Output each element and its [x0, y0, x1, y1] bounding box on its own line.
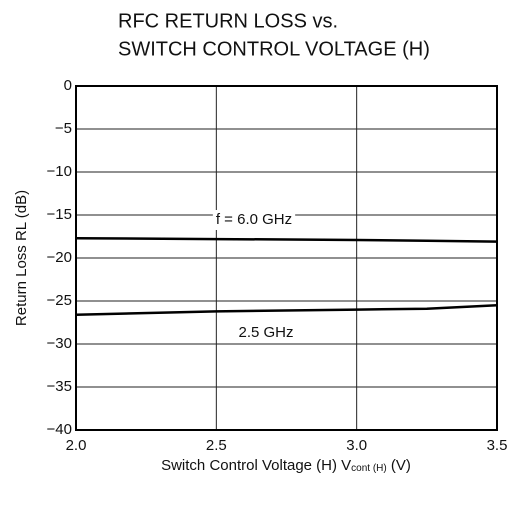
y-tick-label: −30 [47, 335, 72, 352]
x-tick-label: 2.5 [206, 437, 227, 454]
series-label: 2.5 GHz [238, 324, 293, 341]
x-tick-label: 3.0 [346, 437, 367, 454]
x-axis-label-part: Switch Control Voltage (H) V [161, 457, 351, 474]
x-axis-label-part: (V) [387, 457, 411, 474]
y-tick-label: −40 [47, 421, 72, 438]
y-tick-label: −5 [55, 120, 72, 137]
series-line [75, 236, 498, 243]
chart-title: SWITCH CONTROL VOLTAGE (H) [118, 38, 430, 60]
y-tick-label: −10 [47, 163, 72, 180]
x-tick-label: 2.0 [66, 437, 87, 454]
x-tick-label: 3.5 [487, 437, 508, 454]
x-axis-label: Switch Control Voltage (H) Vcont (H) (V) [161, 457, 411, 474]
series-line [75, 304, 498, 317]
label-background [212, 210, 296, 230]
y-axis-label: Return Loss RL (dB) [13, 190, 30, 326]
y-tick-label: −25 [47, 292, 72, 309]
y-tick-label: −20 [47, 249, 72, 266]
chart-title: RFC RETURN LOSS vs. [118, 10, 338, 32]
series-label: f = 6.0 GHz [216, 211, 292, 228]
plot-frame [75, 85, 498, 431]
x-axis-label-part: cont (H) [351, 463, 387, 474]
y-tick-label: −15 [47, 206, 72, 223]
y-tick-label: −35 [47, 378, 72, 395]
y-tick-label: 0 [64, 77, 72, 94]
label-background [235, 323, 297, 343]
